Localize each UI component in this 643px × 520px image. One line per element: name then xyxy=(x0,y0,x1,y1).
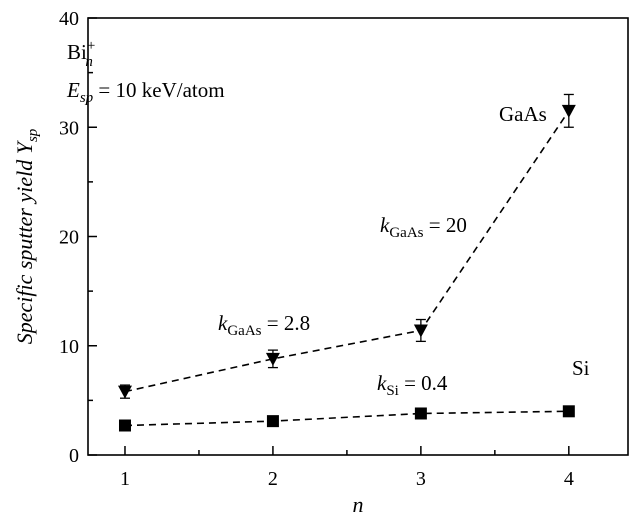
y-axis-title-main: Specific sputter yield xyxy=(12,154,37,344)
annotation-k-si: kSi = 0.4 xyxy=(377,371,448,399)
series-si xyxy=(118,405,575,432)
annotation-k2-var: k xyxy=(380,213,390,237)
annotation-k1-text: = 2.8 xyxy=(262,311,311,335)
data-point xyxy=(265,352,280,366)
x-tick-label: 2 xyxy=(268,468,278,490)
annotation-k-gaas-high: kGaAs = 20 xyxy=(380,213,467,241)
annotation-k3-sub: Si xyxy=(386,383,399,399)
y-axis-title-var: Y xyxy=(12,139,37,154)
x-axis-title: n xyxy=(353,492,364,517)
series-line xyxy=(124,410,569,427)
annotation-k2-sub: GaAs xyxy=(389,225,423,241)
y-axis-title: Specific sputter yield Ysp xyxy=(12,128,41,344)
data-point xyxy=(117,385,132,399)
y-tick-label: 20 xyxy=(59,227,79,249)
annotation-ion-sub: n xyxy=(85,54,93,70)
annotation-ion-sup: + xyxy=(87,38,95,54)
series-label-gaas: GaAs xyxy=(499,102,547,126)
ticks: 0 10 20 30 40 1 2 3 4 xyxy=(59,8,574,490)
x-tick-label: 1 xyxy=(120,468,130,490)
annotation-k3-var: k xyxy=(377,371,387,395)
y-axis-title-sub: sp xyxy=(25,128,41,142)
annotation-energy-sub: sp xyxy=(80,90,94,106)
series-label-si: Si xyxy=(572,356,590,380)
data-point xyxy=(562,405,575,418)
data-point xyxy=(561,104,576,118)
annotation-energy: Esp = 10 keV/atom xyxy=(66,78,225,106)
annotation-ion: Bi+ n xyxy=(67,38,95,70)
plot-frame xyxy=(87,17,629,456)
annotation-k3-text: = 0.4 xyxy=(399,371,448,395)
data-point xyxy=(414,407,427,420)
series-line xyxy=(124,110,570,393)
y-tick-label: 30 xyxy=(59,117,79,139)
series-gaas xyxy=(117,93,576,399)
annotation-k1-sub: GaAs xyxy=(227,323,261,339)
x-tick-label: 4 xyxy=(564,468,574,490)
series-layer xyxy=(117,93,576,432)
annotation-k-gaas-low: kGaAs = 2.8 xyxy=(218,311,310,339)
annotation-energy-text: = 10 keV/atom xyxy=(93,78,224,102)
annotation-k2-text: = 20 xyxy=(424,213,467,237)
y-tick-label: 0 xyxy=(69,445,79,467)
annotation-ion-base: Bi xyxy=(67,40,87,64)
data-point xyxy=(266,415,279,428)
y-tick-label: 40 xyxy=(59,8,79,30)
data-point xyxy=(118,419,131,432)
annotation-k1-var: k xyxy=(218,311,228,335)
annotation-energy-var: E xyxy=(66,78,80,102)
data-point xyxy=(413,324,428,338)
y-tick-label: 10 xyxy=(59,336,79,358)
x-tick-label: 3 xyxy=(416,468,426,490)
